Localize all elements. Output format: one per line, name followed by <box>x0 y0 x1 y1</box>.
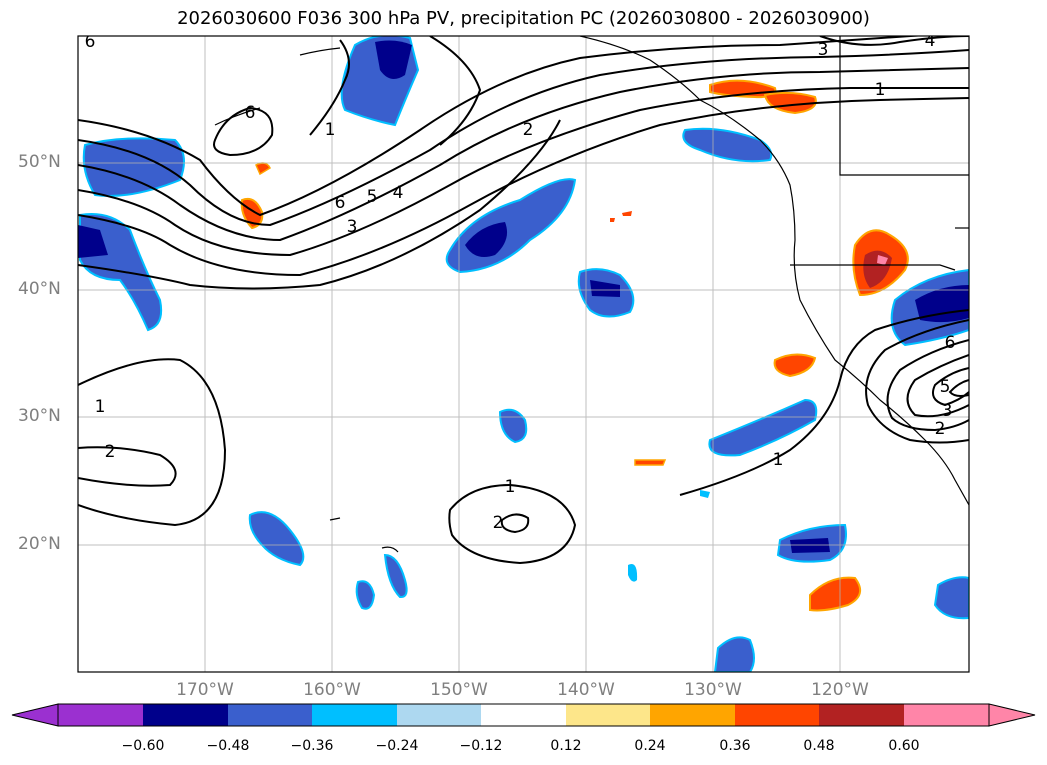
lon-label-150w: 150°W <box>430 680 488 700</box>
contour-label: 6 <box>335 193 346 213</box>
colorbar-tick: 0.36 <box>719 738 751 754</box>
contour-label: 2 <box>935 419 946 439</box>
contour-label: 2 <box>523 120 534 140</box>
contour-label: 1 <box>325 120 336 140</box>
lon-label-160w: 160°W <box>303 680 361 700</box>
lat-label-30n: 30°N <box>18 406 61 426</box>
contour-label: 1 <box>773 450 784 470</box>
colorbar-tick: 0.12 <box>550 738 582 754</box>
contour-label: 1 <box>505 477 516 497</box>
negative-precip-areas <box>78 36 969 672</box>
lon-label-140w: 140°W <box>557 680 615 700</box>
coastlines <box>214 36 969 553</box>
contour-label: 4 <box>393 183 404 203</box>
colorbar-tick: −0.12 <box>459 738 503 754</box>
lat-label-50n: 50°N <box>18 152 61 172</box>
contour-label: 5 <box>940 377 951 397</box>
colorbar-tick: −0.48 <box>206 738 250 754</box>
contour-label: 6 <box>85 32 96 52</box>
contour-label: 6 <box>945 333 956 353</box>
contour-labels: 6 6 1 2 6 5 4 3 3 4 1 1 2 1 2 6 5 3 2 1 … <box>82 31 956 533</box>
contour-label: 3 <box>818 40 829 60</box>
lon-label-170w: 170°W <box>176 680 234 700</box>
pv-contours <box>78 36 969 565</box>
contour-label: 1 <box>875 80 886 100</box>
map-title: 2026030600 F036 300 hPa PV, precipitatio… <box>177 8 870 29</box>
contour-label: 4 <box>925 31 936 51</box>
colorbar-tick: 0.48 <box>803 738 835 754</box>
lat-label-20n: 20°N <box>18 534 61 554</box>
lon-label-120w: 120°W <box>811 680 869 700</box>
lat-label-40n: 40°N <box>18 279 61 299</box>
contour-label: 2 <box>493 513 504 533</box>
contour-label: 2 <box>105 442 116 462</box>
map-frame <box>77 35 970 673</box>
colorbar-tick: −0.24 <box>375 738 419 754</box>
contour-label: 3 <box>347 217 358 237</box>
colorbar-tick: −0.36 <box>290 738 334 754</box>
colorbar-tick: 0.60 <box>888 738 920 754</box>
contour-label: 3 <box>942 401 953 421</box>
contour-label: 1 <box>95 397 106 417</box>
colorbar-tick: −0.60 <box>121 738 165 754</box>
contour-label: 6 <box>245 103 256 123</box>
gridlines <box>78 36 969 672</box>
contour-label: 5 <box>367 187 378 207</box>
colorbar <box>11 703 1036 727</box>
lon-label-130w: 130°W <box>684 680 742 700</box>
colorbar-tick: 0.24 <box>634 738 666 754</box>
